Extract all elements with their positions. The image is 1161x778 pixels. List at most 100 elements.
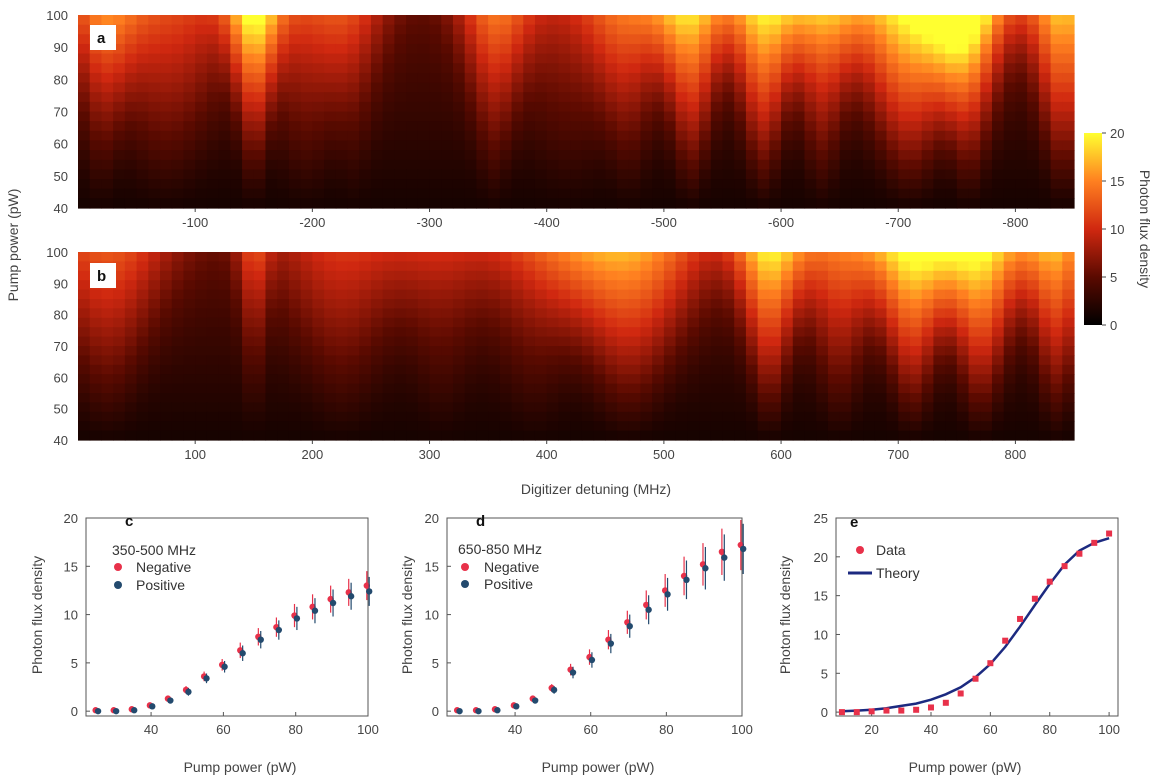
heatmap-cell — [78, 308, 91, 319]
heatmap-cell — [1003, 289, 1017, 300]
heatmap-cell — [570, 299, 583, 309]
heatmap-cell — [277, 308, 290, 319]
heatmap-cell — [933, 140, 946, 151]
heatmap-cell — [663, 92, 677, 103]
heatmap-cell — [909, 43, 923, 55]
heatmap-cell — [581, 159, 595, 170]
heatmap-cell — [1062, 24, 1075, 35]
heatmap-cell — [991, 327, 1005, 338]
heatmap-cell — [359, 169, 372, 180]
heatmap-cell — [359, 121, 372, 132]
heatmap-cell — [195, 43, 208, 55]
heatmap-cell — [816, 355, 829, 366]
heatmap-cell — [406, 72, 419, 84]
heatmap-cell — [886, 374, 899, 385]
heatmap-cell — [171, 421, 185, 432]
heatmap-cell — [757, 289, 770, 300]
colorbar-tick-label: 10 — [1110, 222, 1124, 237]
heatmap-cell — [148, 261, 161, 272]
data-point — [1002, 637, 1009, 644]
heatmap-cell — [476, 299, 489, 309]
heatmap-cell — [781, 34, 794, 45]
heatmap-cell — [546, 355, 560, 366]
heatmap-cell — [827, 252, 841, 262]
heatmap-cell — [827, 43, 841, 55]
heatmap-cell — [312, 63, 325, 74]
heatmap-cell — [1050, 393, 1063, 403]
heatmap-cell — [991, 299, 1005, 309]
heatmap-cell — [792, 336, 806, 347]
heatmap-cell — [745, 15, 759, 26]
heatmap-cell — [909, 270, 923, 281]
heatmap-cell — [195, 317, 208, 328]
heatmap-cell — [1062, 402, 1075, 413]
heatmap-cell — [558, 34, 571, 45]
heatmap-cell — [734, 72, 747, 84]
heatmap-cell — [652, 336, 665, 347]
heatmap-cell — [183, 130, 196, 142]
heatmap-cell — [312, 188, 325, 199]
heatmap-cell — [206, 198, 220, 209]
heatmap-cell — [898, 393, 911, 403]
x-tick-label: 40 — [508, 722, 522, 737]
heatmap-cell — [148, 317, 161, 328]
heatmap-cell — [675, 188, 688, 199]
heatmap-cell — [499, 159, 513, 170]
heatmap-cell — [452, 24, 466, 35]
x-tick-label: 20 — [864, 722, 878, 737]
heatmap-cell — [839, 261, 852, 272]
heatmap-cell — [464, 63, 477, 74]
heatmap-cell — [265, 63, 278, 74]
heatmap-cell — [382, 383, 395, 394]
heatmap-cell — [1062, 299, 1075, 309]
heatmap-cell — [335, 179, 349, 190]
panel-label-a: a — [97, 30, 106, 47]
heatmap-cell — [804, 355, 817, 366]
heatmap-cell — [558, 150, 571, 161]
heatmap-cell — [628, 308, 642, 319]
heatmap-cell — [851, 82, 864, 93]
heatmap-cell — [171, 159, 185, 170]
heatmap-cell — [230, 24, 243, 35]
heatmap-cell — [781, 299, 794, 309]
heatmap-cell — [335, 393, 349, 403]
heatmap-cell — [874, 383, 888, 394]
heatmap-cell — [382, 346, 395, 356]
heatmap-cell — [230, 63, 243, 74]
heatmap-cell — [933, 270, 946, 281]
heatmap-cell — [827, 327, 841, 338]
heatmap-cell — [452, 179, 466, 190]
heatmap-cell — [909, 111, 923, 122]
heatmap-cell — [382, 198, 395, 209]
heatmap-cell — [324, 150, 337, 161]
heatmap-cell — [581, 289, 595, 300]
heatmap-cell — [1050, 383, 1063, 394]
heatmap-cell — [370, 327, 384, 338]
heatmap-cell — [511, 308, 524, 319]
heatmap-cell — [534, 159, 548, 170]
heatmap-cell — [570, 140, 583, 151]
heatmap-cell — [441, 15, 454, 26]
heatmap-cell — [722, 317, 735, 328]
heatmap-cell — [1003, 402, 1017, 413]
heatmap-cell — [277, 336, 290, 347]
heatmap-cell — [1015, 101, 1028, 113]
heatmap-cell — [570, 121, 583, 132]
heatmap-cell — [851, 179, 864, 190]
heatmap-cell — [968, 63, 981, 74]
heatmap-cell — [757, 24, 770, 35]
heatmap-cell — [335, 101, 349, 113]
heatmap-cell — [581, 53, 595, 64]
heatmap-cell — [242, 34, 255, 45]
heatmap-cell — [1003, 308, 1017, 319]
heatmap-cell — [324, 43, 337, 55]
heatmap-cell — [956, 364, 970, 375]
heatmap-cell — [581, 346, 595, 356]
heatmap-cell — [218, 336, 231, 347]
heatmap-cell — [499, 179, 513, 190]
heatmap-cell — [1003, 53, 1017, 64]
heatmap-cell — [218, 393, 231, 403]
data-point — [311, 607, 319, 614]
heatmap-cell — [722, 43, 735, 55]
heatmap-cell — [183, 280, 196, 291]
